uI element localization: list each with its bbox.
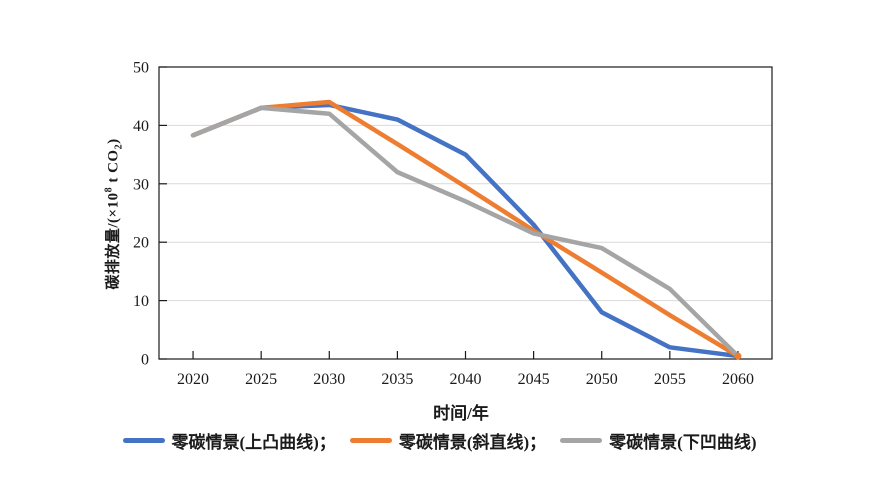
x-tick-label-2045: 2045 bbox=[518, 371, 550, 388]
series-line-2 bbox=[190, 105, 741, 359]
x-tick-label-2060: 2060 bbox=[722, 371, 754, 388]
y-tick-label-0: 0 bbox=[141, 352, 149, 369]
legend-swatch-1 bbox=[349, 438, 392, 443]
y-axis-title-text: 碳排放量/(×108 t CO2) bbox=[103, 138, 125, 290]
legend-item-0: 零碳情景(上凸曲线)； bbox=[122, 428, 336, 453]
x-tick-label-2030: 2030 bbox=[313, 371, 345, 388]
series-line-0 bbox=[190, 102, 741, 359]
legend-item-1: 零碳情景(斜直线)； bbox=[349, 428, 547, 453]
legend-swatch-2 bbox=[560, 438, 603, 443]
chart-legend: 零碳情景(上凸曲线)； 零碳情景(斜直线)； 零碳情景(下凹曲线) bbox=[0, 428, 879, 453]
series-end-marker-1 bbox=[734, 352, 742, 360]
x-tick-label-2050: 2050 bbox=[586, 371, 618, 388]
legend-swatch-0 bbox=[122, 438, 165, 443]
legend-item-2: 零碳情景(下凹曲线) bbox=[560, 428, 756, 453]
y-tick-label-10: 10 bbox=[133, 293, 149, 310]
y-tick-label-20: 20 bbox=[133, 235, 149, 252]
x-axis-title: 时间/年 bbox=[433, 404, 489, 423]
x-tick-label-2020: 2020 bbox=[177, 371, 209, 388]
x-tick-label-2035: 2035 bbox=[381, 371, 413, 388]
y-tick-label-40: 40 bbox=[133, 118, 149, 135]
legend-label-1: 零碳情景(斜直线)； bbox=[398, 433, 547, 452]
y-tick-label-30: 30 bbox=[133, 176, 149, 193]
y-tick-label-50: 50 bbox=[133, 60, 149, 77]
legend-label-2: 零碳情景(下凹曲线) bbox=[609, 433, 757, 452]
x-tick-label-2055: 2055 bbox=[654, 371, 686, 388]
x-tick-label-2025: 2025 bbox=[245, 371, 277, 388]
series-line-1 bbox=[190, 99, 741, 359]
legend-label-0: 零碳情景(上凸曲线)； bbox=[171, 433, 336, 452]
x-tick-label-2040: 2040 bbox=[450, 371, 482, 388]
